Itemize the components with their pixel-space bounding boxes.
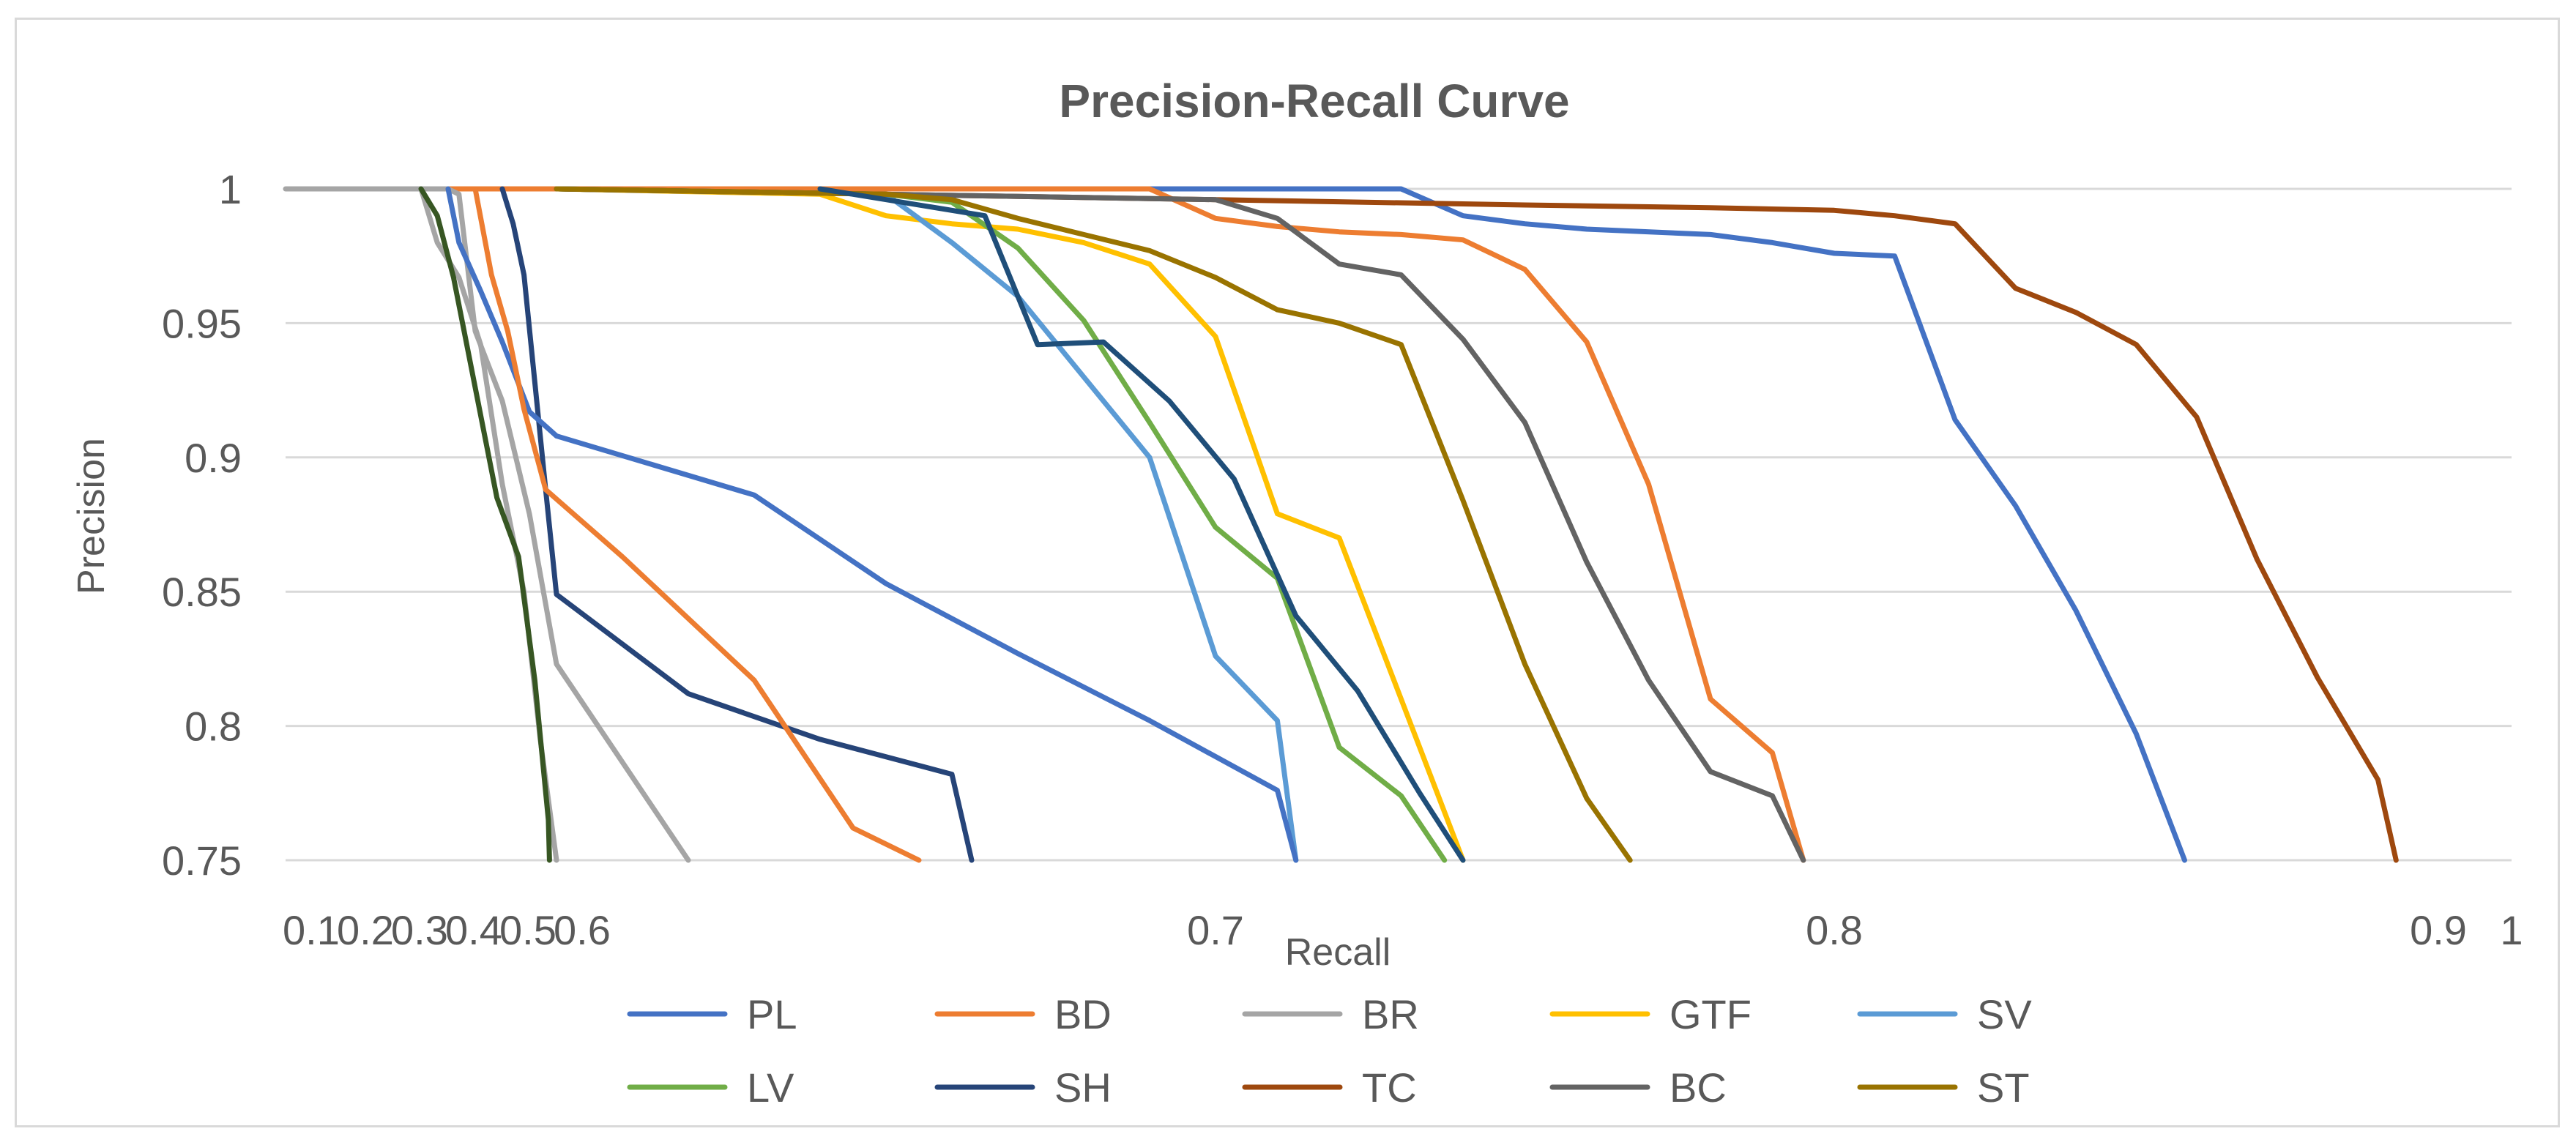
series-line-bd [445, 186, 1806, 863]
series-line-sh-b [817, 186, 1466, 863]
y-tick-0.75: 0.75 [162, 838, 242, 884]
legend-label-tc: TC [1362, 1064, 1417, 1111]
x-tick-0.2: 0.2 [337, 907, 394, 953]
y-tick-1: 1 [219, 166, 242, 212]
series-line-pl [418, 186, 2187, 863]
legend-label-sh: SH [1054, 1064, 1112, 1111]
x-tick-0.8: 0.8 [1806, 907, 1863, 953]
x-tick-0.6: 0.6 [554, 907, 611, 953]
series-line-gtf [554, 186, 1466, 863]
legend-label-lv: LV [747, 1064, 794, 1111]
series-line-st [554, 186, 1633, 863]
y-tick-0.85: 0.85 [162, 569, 242, 615]
legend: PL BD BR GTF SV LV SH TC BC ST [627, 991, 2032, 1111]
series-line-br-b [418, 186, 559, 863]
y-tick-0.9: 0.9 [185, 435, 242, 481]
series-line-sh [499, 186, 975, 863]
y-tick-labels: 0.75 0.8 0.85 0.9 0.95 1 [162, 166, 242, 884]
x-tick-0.7: 0.7 [1187, 907, 1244, 953]
x-tick-0.4: 0.4 [445, 907, 502, 953]
legend-label-br: BR [1362, 991, 1419, 1037]
series-line-br [283, 186, 691, 863]
series-line-bc [554, 186, 1806, 863]
series-line-lv-b [418, 186, 552, 863]
series-lines [283, 186, 2399, 863]
x-tick-0.1: 0.1 [283, 907, 340, 953]
x-tick-0.3: 0.3 [391, 907, 448, 953]
legend-label-st: ST [1977, 1064, 2030, 1111]
y-tick-0.8: 0.8 [185, 704, 242, 750]
x-tick-0.9: 0.9 [2410, 907, 2467, 953]
series-line-tc [554, 186, 2399, 863]
legend-label-bc: BC [1669, 1064, 1727, 1111]
x-axis-label: Recall [1285, 931, 1391, 974]
x-tick-0.5: 0.5 [499, 907, 556, 953]
series-line-sv [554, 186, 1299, 863]
chart-title: Precision-Recall Curve [1059, 75, 1569, 127]
legend-label-sv: SV [1977, 991, 2032, 1037]
legend-label-pl: PL [747, 991, 797, 1037]
legend-label-gtf: GTF [1669, 991, 1752, 1037]
x-tick-1: 1 [2500, 907, 2523, 953]
x-tick-labels: 0.10.20.30.40.50.6 0.7 0.8 0.9 1 [283, 907, 2523, 953]
series-line-bd-b [472, 186, 922, 863]
y-axis-label: Precision [70, 438, 113, 594]
y-tick-0.95: 0.95 [162, 300, 242, 346]
legend-label-bd: BD [1054, 991, 1112, 1037]
series-line-pl-b [445, 186, 1299, 863]
